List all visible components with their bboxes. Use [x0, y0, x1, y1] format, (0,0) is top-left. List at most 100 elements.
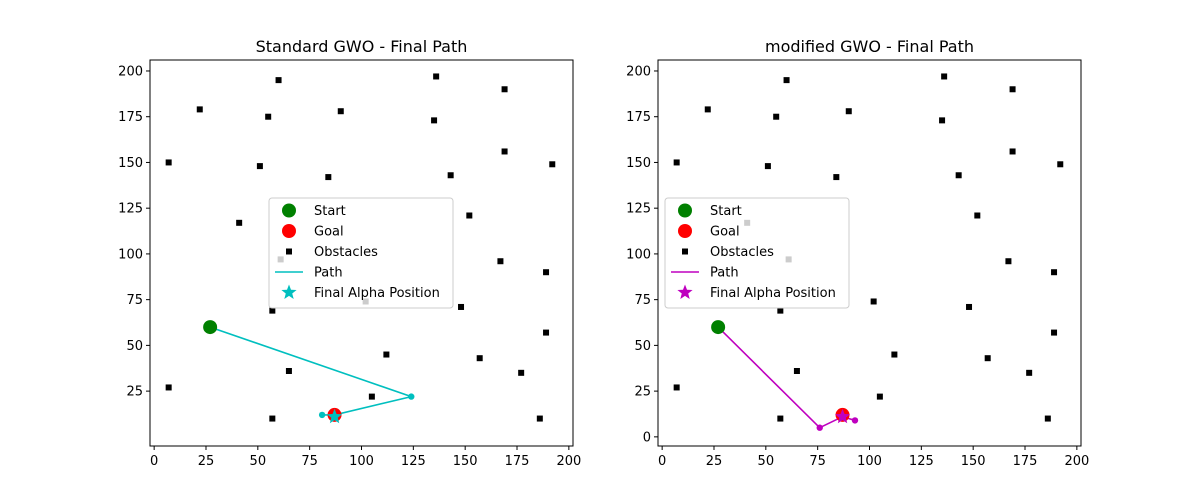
x-tick-label: 200: [1064, 454, 1089, 469]
path-point: [816, 424, 823, 431]
y-tick-label: 200: [118, 64, 143, 79]
legend-box: [268, 197, 454, 309]
obstacle-marker: [773, 113, 780, 120]
legend-label: Goal: [710, 225, 740, 240]
y-tick-label: 25: [634, 385, 651, 400]
x-tick-label: 0: [150, 454, 158, 469]
x-tick-label: 125: [909, 454, 934, 469]
obstacle-marker: [501, 148, 508, 155]
legend-label: Path: [314, 266, 343, 281]
obstacle-marker: [984, 355, 991, 362]
legend-obstacles-swatch: [286, 248, 292, 255]
y-tick-label: 125: [626, 202, 651, 217]
obstacle-marker: [1044, 415, 1051, 422]
x-tick-label: 200: [556, 454, 581, 469]
path-point: [851, 417, 859, 424]
obstacle-marker: [368, 393, 375, 400]
obstacle-marker: [1009, 86, 1016, 93]
obstacle-marker: [783, 77, 790, 84]
legend-box: [664, 197, 850, 309]
obstacle-marker: [383, 351, 390, 358]
panel-standard-gwo: Standard GWO - Final Path 0 25 50 75 100 125 15…: [118, 37, 581, 469]
obstacle-marker: [433, 73, 440, 80]
path-point: [318, 411, 326, 419]
x-tick-label: 25: [706, 454, 723, 469]
x-tick-label: 125: [401, 454, 426, 469]
y-tick-label: 50: [126, 339, 143, 354]
y-tick-label: 50: [634, 339, 651, 354]
x-tick-label: 50: [250, 454, 267, 469]
y-tick-label: 75: [126, 293, 143, 308]
legend-final-alpha-swatch: [281, 284, 297, 299]
obstacle-marker: [1026, 369, 1033, 376]
obstacle-marker: [777, 415, 784, 422]
legend-label: Obstacles: [314, 245, 378, 260]
obstacle-marker: [891, 351, 898, 358]
y-tick-label: 150: [626, 156, 651, 171]
x-tick-label: 150: [453, 454, 478, 469]
obstacle-marker: [777, 307, 784, 314]
legend-label: Goal: [314, 225, 344, 240]
obstacle-marker: [955, 172, 962, 179]
obstacle-marker: [543, 269, 550, 276]
obstacle-marker: [275, 77, 282, 84]
obstacle-marker: [447, 172, 454, 179]
obstacle-marker: [285, 367, 292, 374]
obstacle-marker: [1009, 148, 1016, 155]
x-tick-label: 175: [1013, 454, 1038, 469]
start-marker: [203, 320, 218, 335]
y-tick-label: 175: [118, 110, 143, 125]
obstacle-marker: [466, 212, 473, 219]
legend-label: Start: [710, 204, 742, 219]
legend-label: Obstacles: [710, 245, 774, 260]
obstacle-marker: [845, 108, 852, 115]
legend-final-alpha-swatch: [677, 284, 693, 299]
obstacle-marker: [876, 393, 883, 400]
y-tick-label: 25: [126, 385, 143, 400]
obstacle-marker: [431, 117, 438, 124]
x-tick-label: 25: [198, 454, 215, 469]
legend-label: Path: [710, 266, 739, 281]
x-tick-label: 100: [349, 454, 374, 469]
obstacle-marker: [673, 384, 680, 391]
x-tick-label: 150: [961, 454, 986, 469]
y-tick-label: 200: [626, 64, 651, 79]
legend-label: Final Alpha Position: [314, 286, 440, 301]
y-tick-label: 0: [643, 430, 651, 445]
y-tick-label: 100: [118, 247, 143, 262]
y-tick-label: 100: [626, 247, 651, 262]
legend-obstacles-swatch: [682, 248, 688, 255]
legend-start-swatch: [678, 203, 692, 218]
x-tick-label: 100: [857, 454, 882, 469]
x-tick-label: 175: [505, 454, 530, 469]
obstacle-marker: [196, 106, 203, 113]
obstacle-marker: [974, 212, 981, 219]
legend: Start Goal Obstacles Path Final Alpha Positi…: [664, 197, 850, 309]
obstacle-marker: [536, 415, 543, 422]
y-tick-label: 150: [118, 156, 143, 171]
y-tick-label: 125: [118, 202, 143, 217]
obstacle-marker: [165, 384, 172, 391]
x-tick-label: 75: [301, 454, 318, 469]
path-line: [717, 326, 856, 429]
obstacle-marker: [325, 174, 332, 181]
x-tick-label: 75: [809, 454, 826, 469]
obstacle-marker: [256, 163, 263, 170]
x-tick-label: 50: [758, 454, 775, 469]
obstacle-marker: [704, 106, 711, 113]
obstacle-marker: [1057, 161, 1064, 168]
obstacle-marker: [543, 329, 550, 336]
obstacle-marker: [269, 415, 276, 422]
obstacle-marker: [497, 258, 504, 265]
chart-title: Standard GWO - Final Path: [256, 37, 468, 56]
legend: Start Goal Obstacles Path Final Alpha Positi…: [268, 197, 454, 309]
obstacle-marker: [337, 108, 344, 115]
legend-start-swatch: [282, 203, 296, 218]
obstacle-marker: [518, 369, 525, 376]
legend-label: Final Alpha Position: [710, 286, 836, 301]
obstacle-marker: [870, 298, 877, 305]
obstacle-marker: [1005, 258, 1012, 265]
obstacle-marker: [1051, 329, 1058, 336]
obstacle-marker: [165, 159, 172, 166]
final-alpha-marker: [326, 408, 343, 424]
